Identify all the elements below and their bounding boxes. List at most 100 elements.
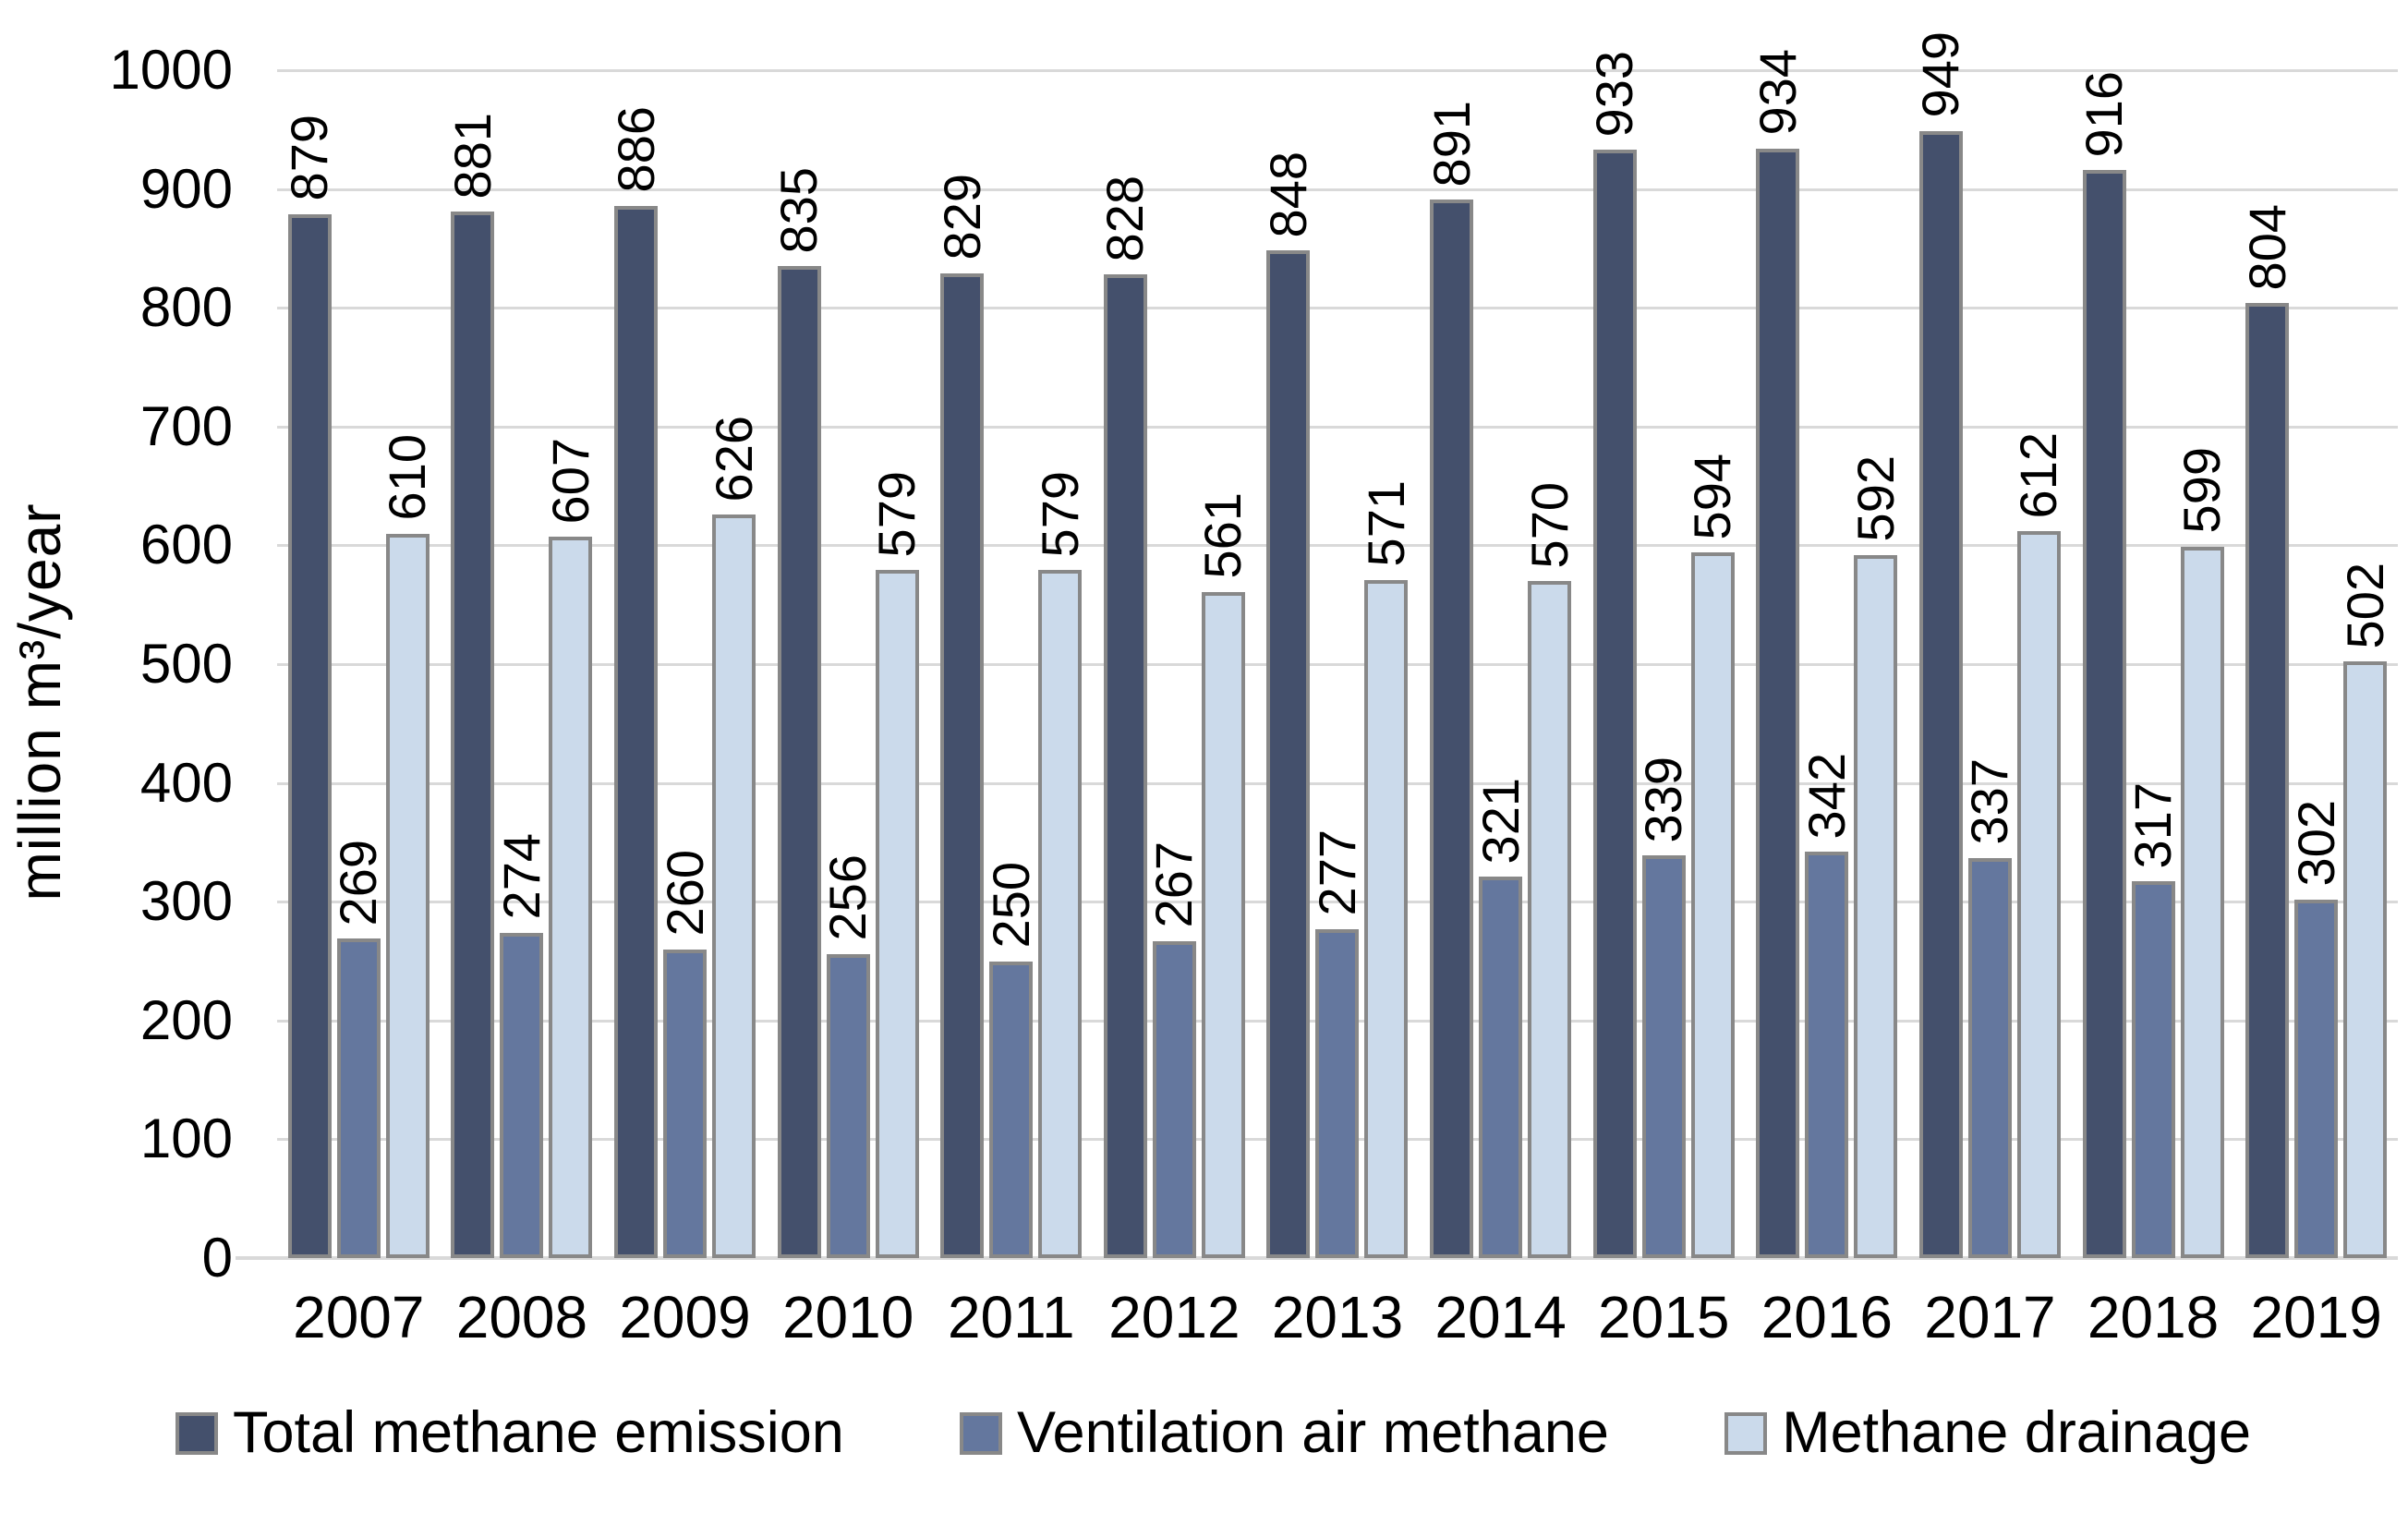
bar-slot: 829 [933,70,991,1258]
bar-slot: 570 [1520,70,1579,1258]
bar-slot: 607 [541,70,599,1258]
bar [2082,170,2126,1258]
bar-value-label: 561 [1193,492,1252,579]
bar [663,949,708,1258]
gridline [277,901,2398,904]
bar-slot: 267 [1144,70,1203,1258]
bar-value-label: 256 [818,854,877,941]
bar-slot: 317 [2124,70,2182,1258]
bar-value-label: 599 [2172,447,2232,534]
bar-value-label: 829 [932,174,991,260]
bar [1103,274,1147,1258]
bar [1854,554,1898,1258]
bar-value-label: 302 [2286,800,2345,887]
bar-slot: 881 [443,70,502,1258]
bar [1918,130,1963,1258]
gridline [277,307,2398,310]
bar-value-label: 610 [378,434,437,521]
bar-value-label: 250 [981,862,1040,949]
bar [2343,661,2388,1258]
gridline [277,544,2398,548]
bar [1430,200,1474,1258]
legend-swatch [1724,1411,1768,1455]
gridline [277,188,2398,191]
bar-value-label: 934 [1748,49,1807,136]
bar-value-label: 579 [867,470,926,558]
bar-slot: 321 [1471,70,1530,1258]
gridline [277,69,2398,72]
gridline [277,663,2398,666]
bar-slot: 502 [2336,70,2394,1258]
bar-value-label: 848 [1258,151,1317,238]
bar [1805,852,1849,1258]
bar-slot: 610 [378,70,436,1258]
legend-label: Total methane emission [233,1400,844,1465]
bar [2016,530,2061,1258]
legend-label: Ventilation air methane [1017,1400,1609,1465]
bar [1592,150,1637,1258]
bar-group-2015: 933 339 594 [1582,51,1746,1258]
bar-value-label: 881 [442,112,502,200]
bar [1479,877,1523,1258]
bar [614,205,659,1258]
bar [1315,928,1360,1258]
y-tick-label: 900 [139,157,233,220]
bar-slot: 256 [818,70,877,1258]
bar-value-label: 804 [2237,203,2296,291]
bar [1266,250,1311,1258]
bar-value-label: 879 [280,115,339,201]
x-axis-line [236,1256,2398,1260]
bar-value-label: 570 [1519,481,1579,568]
bar-slot: 342 [1797,70,1856,1258]
bar-value-label: 891 [1422,100,1481,188]
bar [385,533,430,1258]
x-tick-label: 2012 [1108,1284,1240,1350]
legend-label: Methane drainage [1782,1400,2251,1465]
y-tick-label: 600 [139,514,233,576]
bar-slot: 848 [1259,70,1317,1258]
y-tick-label: 0 [201,1227,233,1289]
bar-value-label: 592 [1845,455,1905,542]
bar-slot: 260 [656,70,714,1258]
bar-slot: 626 [705,70,763,1258]
bar [777,266,821,1258]
bar-slot: 579 [867,70,926,1258]
bar [1528,580,1572,1258]
bar-slot: 592 [1846,70,1905,1258]
bar [712,514,756,1258]
bar [549,537,593,1258]
y-tick-label: 500 [139,633,233,695]
gridline [277,781,2398,785]
bar-slot: 891 [1422,70,1481,1258]
bar [1201,591,1245,1258]
bar-value-label: 571 [1356,480,1415,567]
bar-slot: 934 [1749,49,1807,1258]
bar-value-label: 502 [2335,563,2394,649]
bar-slot: 269 [329,70,387,1258]
x-tick-label: 2011 [947,1284,1075,1350]
legend-item: Ventilation air methane [960,1404,1609,1462]
x-tick-label: 2008 [455,1284,588,1350]
x-tick-label: 2017 [1924,1284,2056,1350]
bar-slot: 804 [2238,70,2296,1258]
bar-slot: 594 [1683,70,1741,1258]
bar-slot: 302 [2287,70,2345,1258]
x-tick-label: 2014 [1434,1284,1567,1350]
bar [989,961,1034,1258]
bar-slot: 933 [1585,51,1643,1258]
bar-slot: 250 [982,70,1040,1258]
bar-value-label: 267 [1144,841,1204,928]
bar-slot: 828 [1095,70,1154,1258]
bar-value-label: 607 [540,437,599,525]
bar [826,953,870,1258]
bar [1038,570,1083,1258]
bar-group-2017: 949 337 612 [1908,31,2072,1258]
bar [2131,881,2175,1258]
bar-slot: 835 [769,70,828,1258]
bar [1690,552,1735,1258]
bar-value-label: 626 [704,415,763,502]
x-tick-label: 2010 [781,1284,914,1350]
bar [451,212,495,1258]
legend: Total methane emission Ventilation air me… [175,1404,2251,1462]
x-tick-label: 2019 [2250,1284,2382,1350]
